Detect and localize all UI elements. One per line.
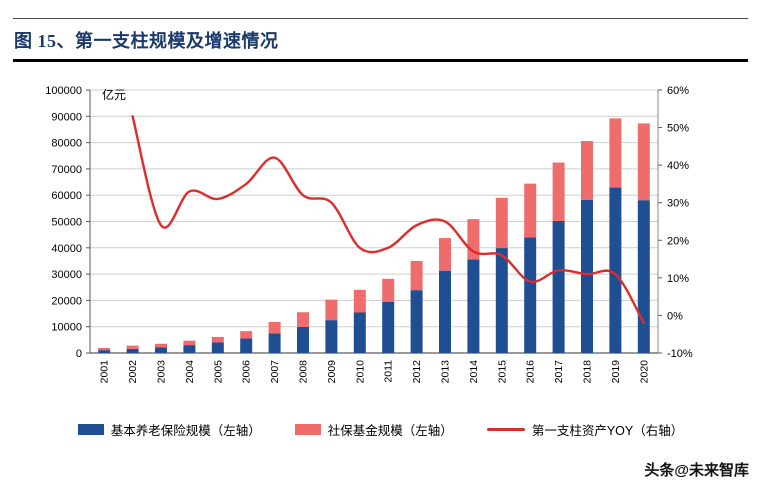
left-axis-tick-label: 50000: [51, 217, 82, 229]
bar-basic-pension: [581, 199, 593, 353]
bar-basic-pension: [126, 348, 139, 353]
bar-social-security-fund: [609, 118, 622, 188]
bar-social-security-fund: [268, 321, 281, 334]
bar-social-security-fund: [211, 336, 224, 343]
bar-social-security-fund: [495, 197, 508, 249]
legend-line-marker-yoy: [486, 428, 525, 431]
bar-basic-pension: [353, 312, 366, 353]
bar-social-security-fund: [155, 343, 167, 348]
bar-social-security-fund: [353, 289, 366, 313]
legend-item-basic-pension: 基本养老保险规模（左轴）: [77, 420, 261, 439]
bar-social-security-fund: [325, 299, 338, 321]
bar-basic-pension: [297, 326, 309, 353]
bar-basic-pension: [439, 270, 451, 353]
x-axis-year-label: 2014: [468, 360, 480, 384]
left-axis-tick-label: 10000: [51, 322, 82, 334]
legend-label-social-security-fund: 社保基金规模（左轴）: [327, 424, 453, 438]
legend-label-yoy: 第一支柱资产YOY（右轴）: [531, 424, 684, 438]
x-axis-year-label: 2016: [525, 360, 537, 384]
bar-social-security-fund: [297, 312, 309, 327]
left-axis-tick-label: 0: [76, 348, 82, 360]
left-axis-tick-label: 30000: [51, 269, 82, 281]
x-axis-year-label: 2008: [298, 360, 310, 384]
bar-social-security-fund: [382, 278, 395, 302]
bar-basic-pension: [98, 350, 111, 353]
x-axis-year-label: 2002: [127, 360, 139, 384]
right-axis-tick-label: 50%: [667, 123, 689, 135]
bar-social-security-fund: [637, 123, 650, 201]
bar-social-security-fund: [126, 345, 139, 349]
legend-label-basic-pension: 基本养老保险规模（左轴）: [110, 424, 261, 438]
bar-basic-pension: [382, 301, 395, 353]
x-axis-year-label: 2006: [241, 360, 253, 384]
bar-basic-pension: [552, 220, 565, 353]
x-axis-year-label: 2007: [269, 360, 281, 384]
legend-item-social-security-fund: 社保基金规模（左轴）: [294, 420, 453, 439]
bar-basic-pension: [467, 259, 480, 353]
bar-social-security-fund: [410, 260, 423, 291]
chart-canvas: 0 10000 20000 30000 40000 50000 60000 70000 8000…: [45, 85, 693, 384]
bar-basic-pension: [268, 333, 281, 353]
left-axis-tick-label: 70000: [51, 164, 82, 176]
bar-social-security-fund: [581, 141, 593, 200]
left-axis-unit-label: 亿元: [102, 87, 126, 102]
x-axis-year-label: 2001: [99, 360, 111, 384]
bar-basic-pension: [495, 248, 508, 353]
left-axis-tick-label: 100000: [45, 85, 82, 97]
legend-swatch-basic-pension: [77, 424, 104, 435]
x-axis-year-label: 2009: [326, 360, 338, 384]
x-axis-year-label: 2015: [496, 360, 508, 384]
watermark-toutiao-weilai-zhiku: 头条@未来智库: [644, 462, 749, 479]
top-divider-line: [13, 18, 748, 19]
x-axis-year-label: 2019: [610, 360, 622, 384]
bar-basic-pension: [637, 200, 650, 353]
bar-social-security-fund: [552, 162, 565, 221]
title-underline-bar: [13, 59, 748, 62]
yoy-line: [131, 115, 645, 325]
x-axis-year-label: 2005: [212, 360, 224, 384]
bar-social-security-fund: [524, 183, 537, 238]
bar-basic-pension: [410, 290, 423, 353]
bar-basic-pension: [211, 342, 224, 353]
right-axis-tick-label: 60%: [667, 85, 689, 97]
x-axis-year-label: 2011: [383, 360, 395, 383]
x-axis-year-label: 2012: [411, 360, 423, 384]
left-axis-tick-label: 80000: [51, 138, 82, 150]
x-axis-year-label: 2018: [582, 360, 594, 384]
left-axis-tick-label: 40000: [51, 243, 82, 255]
right-axis-tick-label: 10%: [667, 273, 689, 285]
x-axis-year-label: 2013: [440, 360, 452, 384]
x-axis-year-label: 2020: [638, 360, 650, 384]
bar-basic-pension: [183, 345, 196, 353]
legend-swatch-social-security-fund: [294, 424, 321, 435]
right-axis-tick-label: 40%: [667, 160, 689, 172]
right-axis-tick-label: -10%: [667, 348, 693, 360]
right-axis-tick-label: 0%: [667, 310, 683, 322]
bar-social-security-fund: [98, 348, 111, 351]
chart-legend: 基本养老保险规模（左轴） 社保基金规模（左轴） 第一支柱资产YOY（右轴）: [0, 420, 761, 439]
x-axis-year-label: 2017: [553, 360, 565, 384]
bar-basic-pension: [325, 320, 338, 353]
bar-social-security-fund: [240, 331, 253, 339]
bar-basic-pension: [155, 347, 167, 353]
left-axis-tick-label: 20000: [51, 295, 82, 307]
right-axis-tick-label: 20%: [667, 235, 689, 247]
right-axis-tick-label: 30%: [667, 198, 689, 210]
bar-social-security-fund: [183, 340, 196, 346]
left-axis-tick-label: 60000: [51, 190, 82, 202]
legend-item-yoy: 第一支柱资产YOY（右轴）: [486, 420, 684, 439]
left-axis-tick-label: 90000: [51, 111, 82, 123]
bar-basic-pension: [609, 187, 622, 353]
bar-basic-pension: [240, 338, 253, 353]
x-axis-year-label: 2010: [354, 360, 366, 384]
bar-social-security-fund: [439, 238, 451, 271]
x-axis-year-label: 2004: [184, 360, 196, 384]
figure-title: 图 15、第一支柱规模及增速情况: [14, 31, 279, 51]
bar-basic-pension: [524, 237, 537, 353]
x-axis-year-label: 2003: [156, 360, 168, 384]
